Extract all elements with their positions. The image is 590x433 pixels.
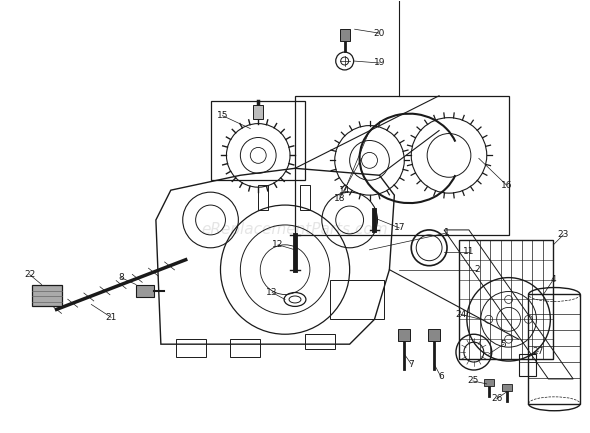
Text: 26: 26 (491, 394, 503, 403)
Text: 11: 11 (463, 247, 474, 256)
Text: 2: 2 (474, 265, 480, 274)
Bar (428, 329, 440, 341)
Text: 14: 14 (339, 186, 350, 195)
Bar (176, 339, 205, 357)
Bar (330, 280, 385, 319)
Text: 19: 19 (373, 58, 385, 68)
Text: 12: 12 (273, 240, 284, 249)
Text: 16: 16 (501, 181, 512, 190)
Bar (519, 354, 536, 376)
Bar (231, 339, 260, 357)
Text: eReplacementParts.com: eReplacementParts.com (202, 223, 388, 237)
Bar (300, 185, 310, 210)
Text: 1: 1 (444, 228, 450, 237)
Text: 5: 5 (501, 339, 507, 349)
Text: 6: 6 (438, 372, 444, 381)
Bar (253, 105, 263, 119)
Bar (340, 29, 350, 41)
Text: 18: 18 (334, 194, 346, 203)
Bar (295, 96, 509, 235)
Text: 20: 20 (374, 29, 385, 38)
Bar (398, 329, 410, 341)
Text: 21: 21 (106, 313, 117, 322)
Text: 8: 8 (118, 273, 124, 282)
Text: 4: 4 (550, 275, 556, 284)
Text: 25: 25 (467, 376, 478, 385)
Text: 13: 13 (267, 288, 278, 297)
Bar (136, 284, 154, 297)
Text: 7: 7 (408, 359, 414, 368)
Text: 22: 22 (24, 270, 35, 279)
Text: 27: 27 (533, 347, 544, 355)
Text: 17: 17 (394, 223, 405, 233)
Bar (502, 384, 512, 391)
Bar (459, 240, 553, 359)
Bar (211, 101, 305, 180)
Bar (484, 379, 494, 386)
Text: 15: 15 (217, 111, 228, 120)
Text: 23: 23 (558, 230, 569, 239)
Bar (305, 334, 335, 349)
Bar (32, 284, 61, 307)
Bar (529, 294, 580, 404)
Bar (258, 185, 268, 210)
Text: 24: 24 (455, 310, 467, 319)
